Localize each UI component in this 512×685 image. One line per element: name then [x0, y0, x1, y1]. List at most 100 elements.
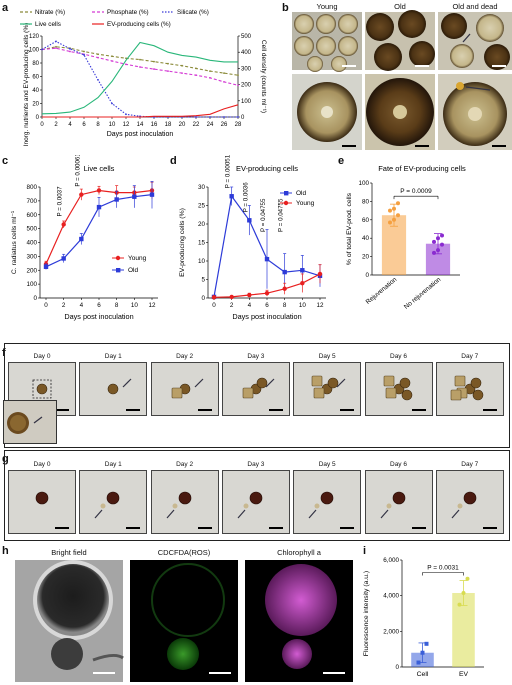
data-point	[181, 64, 183, 67]
y-tick-label: 6,000	[383, 557, 399, 564]
cell-shape	[463, 491, 477, 505]
timelapse-frame: Day 5	[293, 461, 362, 534]
y-tick-label: 20	[198, 221, 206, 228]
p-value-annotation: P = 0.04755	[278, 198, 285, 232]
panel-g-row: Day 0 Day 1 Day 2 Day 3 Day 5 Day 6 Day 7	[8, 460, 506, 534]
day-label: Day 6	[390, 461, 407, 468]
data-point	[111, 55, 113, 58]
data-point	[229, 194, 234, 199]
x-axis-label: Days post inoculation	[232, 312, 301, 321]
y-tick-label: 40	[32, 88, 39, 94]
data-point	[79, 192, 84, 197]
y-tick-label: 40	[362, 235, 370, 242]
x-tick-label: 0	[44, 302, 48, 309]
frame-image	[35, 491, 69, 529]
y2-tick-label: 0	[241, 115, 245, 121]
data-point	[139, 58, 141, 61]
ev-shape	[100, 503, 106, 509]
data-point	[209, 70, 211, 72]
data-point	[41, 48, 43, 51]
frame-image	[166, 491, 212, 529]
data-point	[237, 84, 239, 87]
data-point	[223, 81, 225, 83]
cell-shape	[385, 387, 396, 399]
x-tick-label: 8	[283, 302, 287, 309]
data-point	[247, 218, 252, 223]
x-tick-label: Cell	[417, 671, 429, 678]
label-chlorophyll: Chlorophyll a	[277, 548, 321, 557]
data-point	[440, 233, 444, 238]
x-tick-label: 26	[221, 122, 228, 128]
y-tick-label: 30	[198, 184, 206, 191]
cell-shape	[454, 375, 466, 387]
timelapse-frame: Day 2	[150, 461, 219, 534]
chart-title: EV-producing cells	[236, 164, 298, 173]
data-point	[392, 217, 396, 222]
x-tick-label: 0	[212, 302, 216, 309]
cell-shape	[320, 491, 334, 505]
data-point	[195, 67, 197, 70]
panel-label-e: e	[338, 155, 345, 167]
y-tick-label: 800	[26, 184, 37, 191]
data-point	[125, 63, 127, 66]
timelapse-frame: Day 6	[364, 353, 433, 416]
legend-label: Nitrate (%)	[35, 9, 65, 16]
y-tick-label: 80	[362, 198, 370, 205]
x-tick-label: 4	[248, 302, 252, 309]
panel-label-g: g	[2, 453, 9, 465]
day-label: Day 1	[104, 461, 122, 468]
data-point	[424, 641, 429, 646]
data-point	[209, 116, 211, 118]
p-value-annotation: P = 0.00051	[225, 155, 232, 188]
data-point	[209, 76, 211, 79]
cell-shape	[249, 491, 263, 505]
timelapse-frame: Day 6	[364, 461, 433, 534]
day-label: Day 6	[390, 353, 407, 360]
p-value-annotation: P = 0.04755	[260, 198, 267, 232]
panel-label-i: i	[363, 545, 367, 557]
data-point	[436, 248, 440, 253]
timelapse-frame: Day 0	[8, 461, 76, 534]
ev-shape	[243, 503, 249, 509]
data-point	[149, 192, 155, 197]
frame-image	[94, 491, 141, 529]
x-tick-label: 2	[62, 302, 66, 309]
data-point	[300, 281, 305, 286]
x-tick-label: 24	[207, 122, 214, 128]
y-tick-label: 200	[26, 267, 37, 274]
data-point	[440, 242, 444, 247]
data-point	[167, 62, 169, 65]
label-old: Old	[394, 2, 406, 11]
timelapse-frame: Day 3	[221, 353, 290, 416]
data-point	[392, 206, 396, 211]
panel-label-f: f	[2, 347, 6, 359]
p-value-annotation: P = 0.0031	[427, 565, 459, 572]
x-tick-label: 10	[131, 302, 139, 309]
y-tick-label: 120	[29, 34, 40, 40]
cell-shape	[171, 387, 182, 399]
day-label: Day 0	[33, 461, 51, 468]
legend-label: Old	[296, 190, 307, 197]
data-point	[181, 72, 183, 75]
x-tick-label: No rejuvenation	[403, 276, 443, 311]
arrow-icon	[237, 509, 246, 519]
y-tick-label: 0	[395, 664, 399, 671]
data-point	[461, 590, 466, 595]
cell-shape	[450, 389, 462, 401]
data-point	[55, 40, 57, 43]
legend-label: Phosphate (%)	[107, 9, 149, 16]
data-point	[111, 60, 113, 62]
timelapse-frame: Day 7	[435, 353, 504, 416]
data-point	[264, 290, 270, 296]
day-label: Day 5	[318, 461, 336, 468]
day-label: Day 1	[104, 353, 122, 360]
day-label: Day 3	[247, 461, 265, 468]
panel-f-row: Day 0 Day 1 Day 2 Day 3 Day 5 Day 6 Day 7	[8, 352, 506, 416]
cell-shape	[472, 389, 484, 401]
data-point	[55, 47, 57, 50]
y-tick-label: 80	[32, 61, 39, 67]
panel-b-images	[292, 10, 512, 150]
data-point	[195, 116, 197, 118]
y-tick-label: 0	[36, 115, 40, 121]
x-tick-label: 28	[235, 122, 242, 128]
